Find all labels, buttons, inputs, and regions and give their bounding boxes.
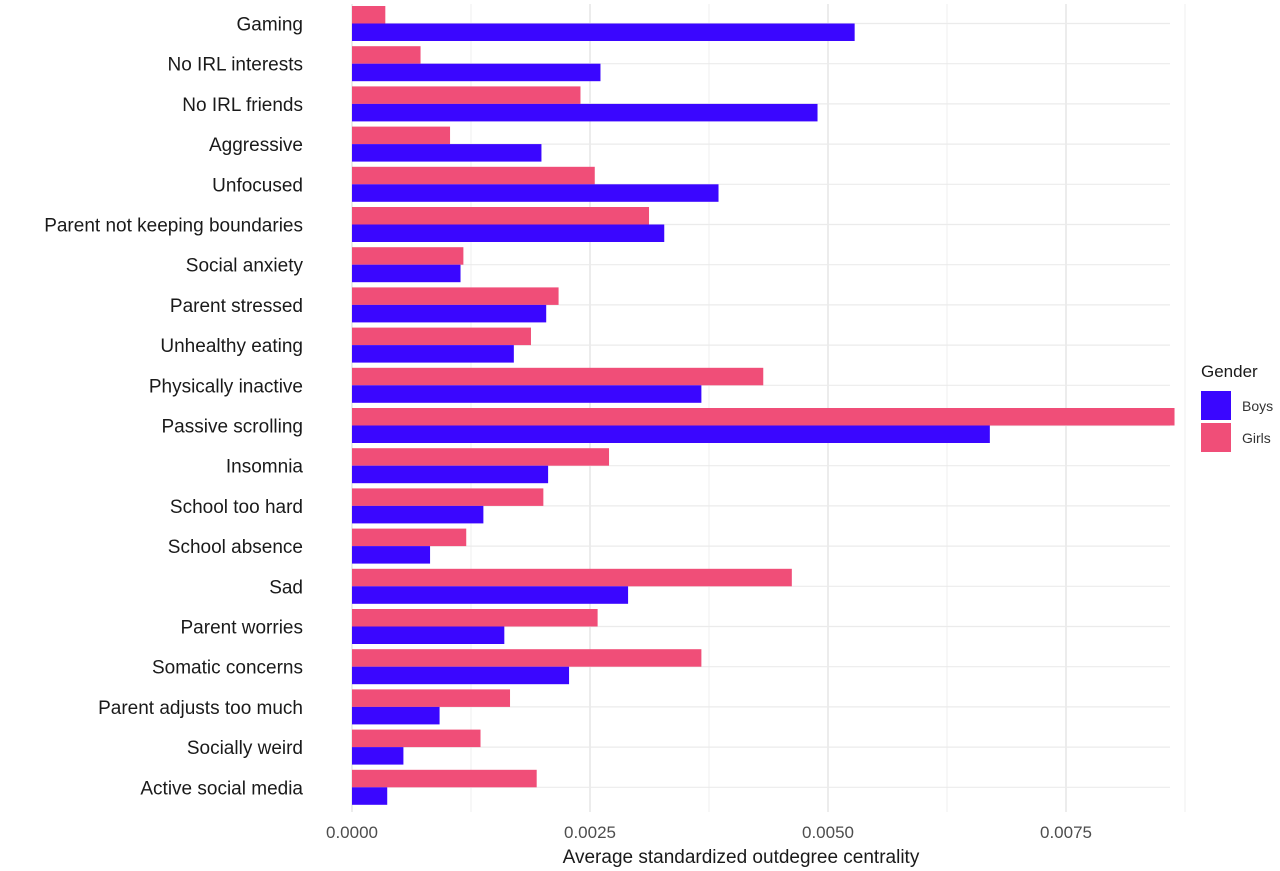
category-label: Socially weird: [187, 738, 303, 759]
category-label: Somatic concerns: [152, 658, 303, 679]
category-label: Active social media: [140, 778, 303, 799]
bar-girls-aggressive: [352, 126, 451, 145]
bar-girls-parent-worries: [352, 609, 598, 627]
category-label: No IRL interests: [167, 55, 303, 76]
bar-girls-parent-adjusts-too-much: [352, 689, 511, 707]
bar-girls-parent-stressed: [352, 287, 559, 305]
category-label: Parent not keeping boundaries: [44, 216, 303, 237]
bar-girls-somatic-concerns: [352, 649, 702, 667]
bar-girls-social-anxiety: [352, 247, 464, 265]
bar-girls-sad: [352, 568, 792, 587]
bar-girls-passive-scrolling: [352, 408, 1175, 426]
legend: Gender Boys Girls: [1201, 362, 1273, 452]
bar-girls-gaming: [352, 6, 386, 24]
bar-girls-parent-not-keeping-boundaries: [352, 207, 650, 225]
category-label: Unhealthy eating: [160, 336, 303, 357]
bar-boys-no-irl-friends: [352, 103, 818, 122]
category-label: Aggressive: [209, 135, 303, 156]
x-tick-labels: 0.0000 0.0025 0.0050 0.0075: [326, 823, 1092, 842]
bar-girls-physically-inactive: [352, 367, 764, 386]
category-label: Insomnia: [226, 457, 304, 478]
x-tick-label: 0.0050: [802, 823, 854, 842]
legend-swatch-girls: [1201, 423, 1231, 452]
bar-boys-physically-inactive: [352, 385, 702, 403]
category-label: Parent stressed: [170, 296, 303, 317]
category-label: Parent adjusts too much: [98, 698, 303, 719]
legend-swatch-boys: [1201, 391, 1231, 420]
bar-girls-unhealthy-eating: [352, 327, 531, 346]
legend-label-boys: Boys: [1242, 398, 1273, 414]
bar-boys-passive-scrolling: [352, 425, 990, 443]
bar-boys-sad: [352, 586, 629, 604]
category-label: School absence: [168, 537, 303, 558]
bar-boys-no-irl-interests: [352, 63, 601, 82]
x-tick-label: 0.0000: [326, 823, 378, 842]
bar-girls-socially-weird: [352, 729, 481, 748]
category-label: School too hard: [170, 497, 303, 518]
bar-boys-gaming: [352, 23, 855, 41]
bar-boys-unfocused: [352, 184, 719, 202]
x-tick-label: 0.0025: [564, 823, 616, 842]
category-label: Passive scrolling: [162, 417, 304, 438]
category-label: Parent worries: [181, 618, 304, 639]
bars: [352, 6, 1175, 805]
category-label: Social anxiety: [186, 256, 304, 277]
x-axis-title: Average standardized outdegree centralit…: [563, 847, 920, 868]
bar-girls-no-irl-interests: [352, 46, 421, 64]
bar-boys-active-social-media: [352, 787, 388, 805]
bar-boys-somatic-concerns: [352, 666, 570, 685]
bar-boys-parent-stressed: [352, 304, 547, 323]
bar-boys-socially-weird: [352, 747, 404, 765]
bar-boys-unhealthy-eating: [352, 345, 514, 363]
bar-boys-insomnia: [352, 465, 549, 484]
category-labels: Gaming No IRL interests No IRL friends Aggr…: [44, 15, 303, 800]
category-label: Physically inactive: [149, 376, 303, 397]
bar-boys-social-anxiety: [352, 264, 461, 283]
bar-boys-parent-not-keeping-boundaries: [352, 224, 665, 242]
category-label: Sad: [269, 577, 303, 598]
bar-girls-unfocused: [352, 166, 595, 185]
category-label: Gaming: [236, 15, 303, 36]
bar-girls-insomnia: [352, 448, 610, 466]
category-label: No IRL friends: [182, 95, 303, 116]
x-tick-label: 0.0075: [1040, 823, 1092, 842]
bar-girls-active-social-media: [352, 769, 537, 788]
bar-boys-school-too-hard: [352, 505, 484, 524]
bar-boys-aggressive: [352, 144, 542, 162]
bar-girls-no-irl-friends: [352, 86, 581, 104]
bar-girls-school-too-hard: [352, 488, 544, 506]
category-label: Unfocused: [212, 175, 303, 196]
bar-girls-school-absence: [352, 528, 467, 547]
legend-label-girls: Girls: [1242, 430, 1271, 446]
bar-boys-parent-worries: [352, 626, 505, 644]
bar-boys-school-absence: [352, 546, 431, 564]
bar-boys-parent-adjusts-too-much: [352, 706, 440, 725]
legend-title: Gender: [1201, 362, 1258, 381]
